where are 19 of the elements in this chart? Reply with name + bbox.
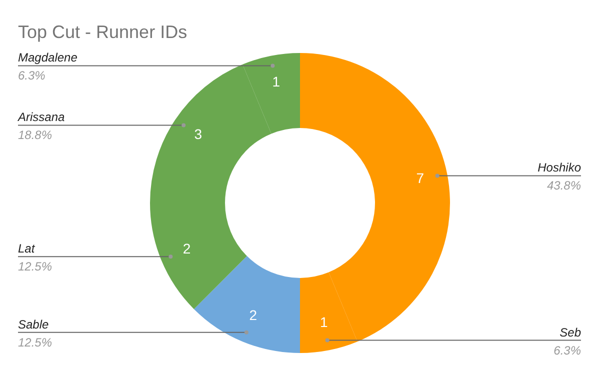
data-label: 2: [249, 307, 258, 324]
chart-title: Top Cut - Runner IDs: [18, 22, 188, 42]
text: 6.3%: [554, 343, 582, 358]
data-label: 7: [416, 170, 424, 186]
data-label: 1: [272, 74, 280, 90]
text: 12.5%: [18, 260, 52, 274]
slice-label: Hoshiko: [538, 160, 582, 175]
text: 6.3%: [18, 68, 46, 83]
data-label: 2: [182, 240, 191, 257]
text: 18.8%: [18, 128, 52, 142]
text: 12.5%: [18, 335, 52, 350]
data-label: 3: [194, 126, 202, 142]
slice-label: Sable: [18, 317, 50, 332]
slice-label: Lat: [18, 242, 36, 256]
text: 43.8%: [546, 178, 582, 193]
data-label: 1: [320, 314, 328, 330]
slice-label: Seb: [560, 325, 582, 340]
slice-label: Arissana: [17, 110, 66, 124]
slice-label: Magdalene: [18, 50, 78, 65]
